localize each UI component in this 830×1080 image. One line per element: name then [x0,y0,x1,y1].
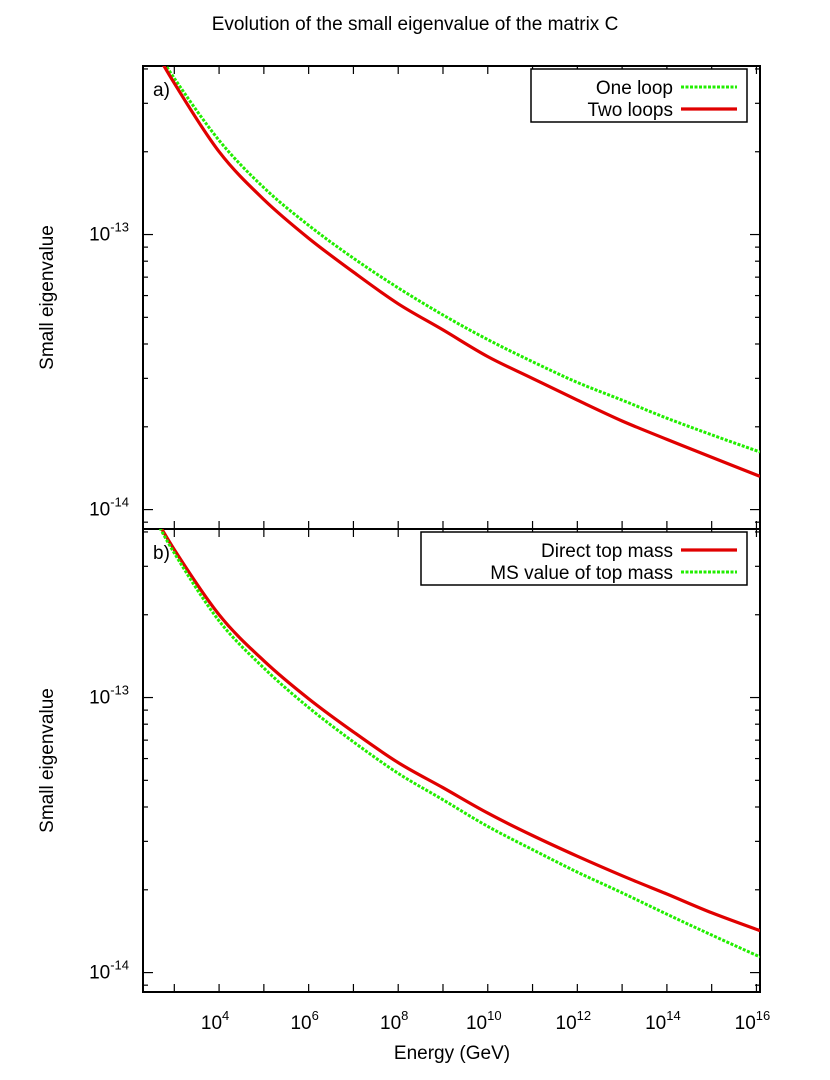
panel-b: 10-14 10-13 104 106 108 1010 1012 1014 1016 Small… [37,528,771,1034]
x-tick-label: 1012 [556,1008,592,1034]
panel-a: 10-14 10-13 Small eigenvalue a) One loopTwo … [37,65,761,530]
x-tick-label: 1016 [735,1008,771,1034]
legend-label: Direct top mass [541,541,673,562]
series-line-two-loops [162,66,760,478]
plot-frame [142,528,761,993]
legend-label: One loop [596,78,673,99]
y-tick-label: 10-14 [89,958,129,984]
panel-label: b) [153,543,170,564]
y-axis-label: Small eigenvalue [37,225,58,370]
panel-label: a) [153,80,170,101]
legend-label: Two loops [587,100,673,121]
x-tick-label: 1010 [466,1008,502,1034]
plot-frame [142,65,761,530]
legend-box [530,68,748,123]
legend-box [420,531,748,586]
y-tick-label: 10-13 [89,683,129,709]
x-tick-label: 1014 [645,1008,681,1034]
y-axis-label: Small eigenvalue [37,688,58,833]
x-axis-label: Energy (GeV) [394,1043,510,1064]
figure-title: Evolution of the small eigenvalue of the… [212,14,619,35]
series-line-ms-value-of-top-mass [158,529,760,959]
series-line-direct-top-mass [159,529,760,933]
y-tick-label: 10-14 [89,495,129,521]
y-tick-label: 10-13 [89,220,129,246]
series-line-one-loop [164,66,760,454]
legend-label: MS value of top mass [490,563,673,584]
x-tick-label: 106 [290,1008,318,1034]
x-tick-label: 108 [380,1008,408,1034]
x-tick-label: 104 [201,1008,229,1034]
